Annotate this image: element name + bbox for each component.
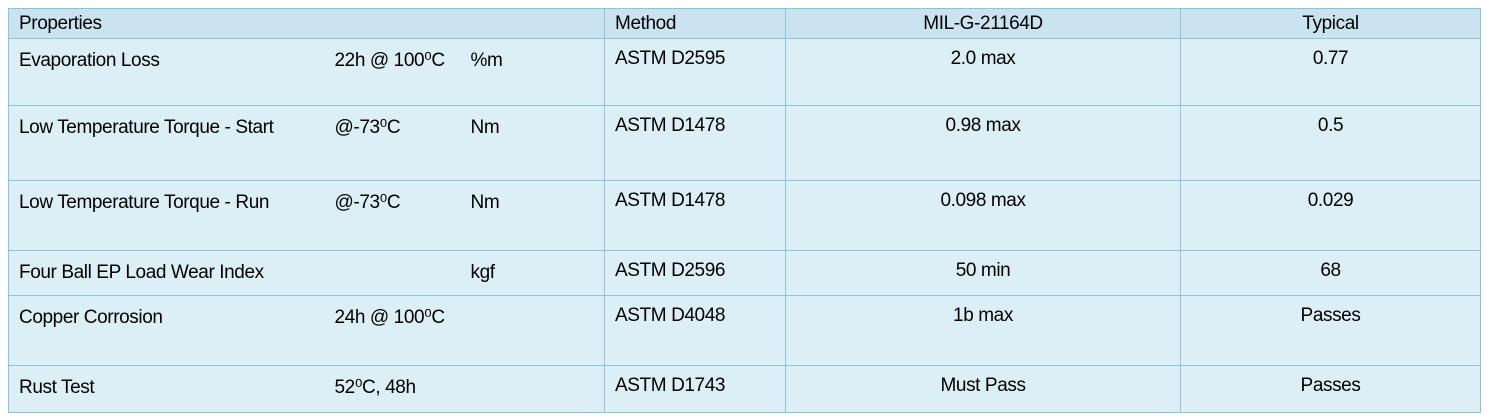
table-row: Copper Corrosion 24h @ 100⁰C ASTM D4048 1b … bbox=[8, 295, 1482, 366]
typical-cell: 0.5 bbox=[1180, 105, 1482, 181]
method-cell: ASTM D4048 bbox=[604, 295, 787, 366]
condition-cell: @-73⁰C bbox=[330, 105, 461, 181]
table-row: Low Temperature Torque - Run @-73⁰C Nm ASTM… bbox=[8, 180, 1482, 251]
table-row: Evaporation Loss 22h @ 100⁰C %m ASTM D2595 2… bbox=[8, 38, 1482, 106]
header-cell: Typical bbox=[1180, 8, 1482, 39]
unit-cell: %m bbox=[460, 38, 606, 106]
method-cell: ASTM D2596 bbox=[604, 250, 787, 296]
table-body: Properties Method MIL-G-21164D Typical E… bbox=[7, 8, 1482, 413]
unit-cell bbox=[460, 295, 606, 366]
unit-cell: kgf bbox=[460, 250, 606, 296]
unit-cell bbox=[460, 365, 606, 413]
method-cell: ASTM D1478 bbox=[604, 105, 787, 181]
condition-cell: 24h @ 100⁰C bbox=[330, 295, 461, 366]
property-cell: Evaporation Loss bbox=[8, 38, 331, 106]
table-row: Four Ball EP Load Wear Index kgf ASTM D259… bbox=[8, 250, 1482, 296]
spec-cell: 2.0 max bbox=[785, 38, 1182, 106]
property-cell: Copper Corrosion bbox=[8, 295, 331, 366]
property-cell: Low Temperature Torque - Run bbox=[8, 180, 331, 251]
spec-cell: 50 min bbox=[785, 250, 1182, 296]
property-cell: Rust Test bbox=[8, 365, 331, 413]
method-cell: ASTM D2595 bbox=[604, 38, 787, 106]
table-row: Rust Test 52⁰C, 48h ASTM D1743 Must Pass Pas… bbox=[8, 365, 1482, 413]
typical-cell: 0.77 bbox=[1180, 38, 1482, 106]
unit-cell: Nm bbox=[460, 105, 606, 181]
method-cell: ASTM D1478 bbox=[604, 180, 787, 251]
typical-cell: Passes bbox=[1180, 295, 1482, 366]
typical-cell: 68 bbox=[1180, 250, 1482, 296]
properties-table: Properties Method MIL-G-21164D Typical E… bbox=[7, 8, 1482, 413]
typical-cell: Passes bbox=[1180, 365, 1482, 413]
header-row: Properties Method MIL-G-21164D Typical bbox=[7, 8, 1482, 39]
header-cell: Method bbox=[604, 8, 787, 39]
unit-cell: Nm bbox=[460, 180, 606, 251]
condition-cell: @-73⁰C bbox=[330, 180, 461, 251]
header-cell: MIL-G-21164D bbox=[785, 8, 1182, 39]
condition-cell: 52⁰C, 48h bbox=[330, 365, 461, 413]
spec-cell: 0.098 max bbox=[785, 180, 1182, 251]
condition-cell: 22h @ 100⁰C bbox=[330, 38, 461, 106]
spec-cell: Must Pass bbox=[785, 365, 1182, 413]
property-cell: Four Ball EP Load Wear Index bbox=[8, 250, 331, 296]
typical-cell: 0.029 bbox=[1180, 180, 1482, 251]
condition-cell bbox=[330, 250, 461, 296]
property-cell: Low Temperature Torque - Start bbox=[8, 105, 331, 181]
header-cell: Properties bbox=[7, 8, 606, 39]
method-cell: ASTM D1743 bbox=[604, 365, 787, 413]
spec-cell: 0.98 max bbox=[785, 105, 1182, 181]
spec-cell: 1b max bbox=[785, 295, 1182, 366]
table-row: Low Temperature Torque - Start @-73⁰C Nm AS… bbox=[8, 105, 1482, 181]
